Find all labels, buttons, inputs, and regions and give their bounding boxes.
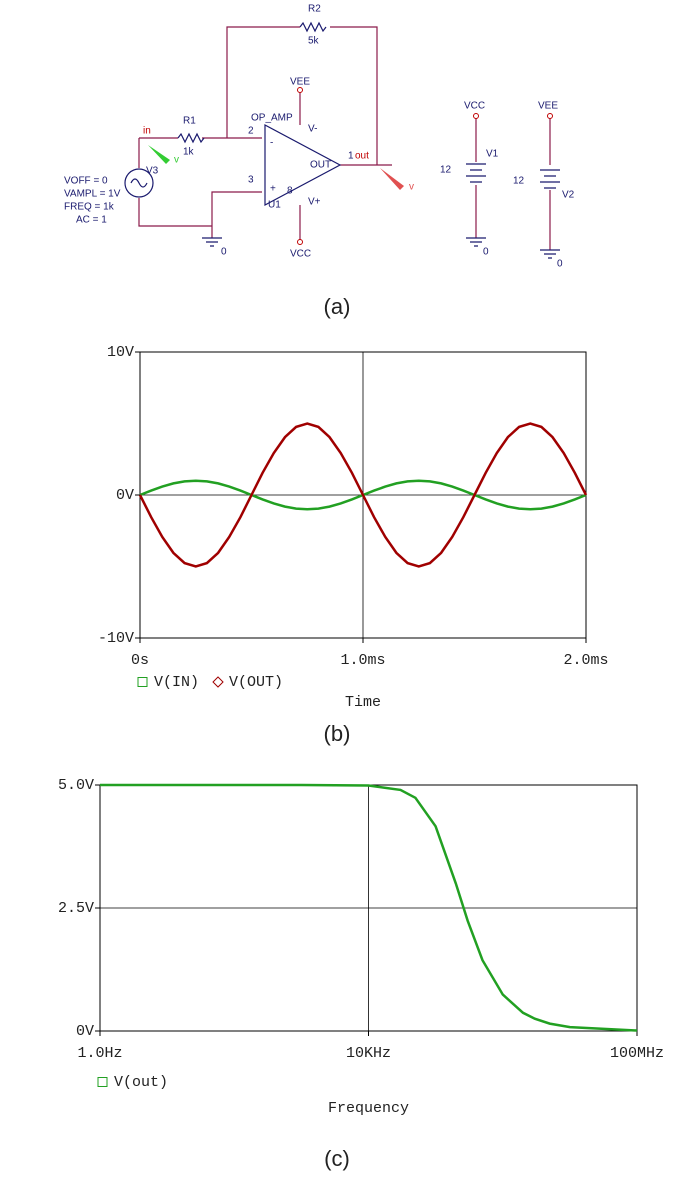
label: VCC [464,101,485,112]
label: V1 [486,149,499,160]
legend-label: V(IN) [154,674,199,691]
caption: (b) [324,721,351,746]
label: V3 [146,166,159,177]
label: VAMPL = 1V [64,189,121,200]
label: OP_AMP [251,113,293,124]
legend-marker [212,676,224,688]
label: - [270,138,273,149]
label: V+ [308,197,321,208]
x-axis-label: Time [345,694,381,711]
label: 1k [183,147,195,158]
y-tick-label: 2.5V [58,900,94,917]
probe-label: v [409,182,414,193]
legend-marker [137,677,148,687]
x-tick-label: 2.0ms [563,652,608,669]
label: 2 [248,126,254,137]
series-line [138,422,588,568]
label: VEE [538,101,558,112]
label: VEE [290,77,310,88]
label: V- [308,124,317,135]
label: 0 [483,247,489,258]
schematic-labels: R2 5k R1 1k VEE OP_AMP V- 2 - in OUT 1 o… [64,4,575,270]
label: R1 [183,116,196,127]
label: AC = 1 [76,215,107,226]
label: 0 [557,259,563,270]
y-tick-label: 0V [116,487,134,504]
x-tick-label: 1.0ms [340,652,385,669]
label: 3 [248,175,254,186]
y-tick-label: 5.0V [58,777,94,794]
label: FREQ = 1k [64,202,115,213]
probe-label: v [174,155,179,166]
label: + [270,184,276,195]
caption: (a) [324,294,351,319]
label: 12 [513,176,525,187]
legend-marker [97,1077,108,1087]
label: OUT [310,160,331,171]
label: 12 [440,165,452,176]
legend-label: V(out) [114,1074,168,1091]
x-tick-label: 0s [131,652,149,669]
label: VOFF = 0 [64,176,108,187]
label: VCC [290,249,311,260]
label: R2 [308,4,321,15]
label: in [143,126,151,137]
label: 1 [348,151,354,162]
label: out [355,151,369,162]
label: 8 [287,186,293,197]
series-line [100,783,638,1032]
x-tick-label: 1.0Hz [77,1045,122,1062]
schematic [124,21,560,259]
x-tick-label: 100MHz [610,1045,664,1062]
y-tick-label: 10V [107,344,134,361]
x-axis-label: Frequency [328,1100,409,1117]
x-tick-label: 10KHz [346,1045,391,1062]
label: 5k [308,36,320,47]
y-tick-label: -10V [98,630,134,647]
legend-label: V(OUT) [229,674,283,691]
caption: (c) [324,1146,350,1171]
label: V2 [562,190,575,201]
label: 0 [221,247,227,258]
label: U1 [268,200,281,211]
y-tick-label: 0V [76,1023,94,1040]
